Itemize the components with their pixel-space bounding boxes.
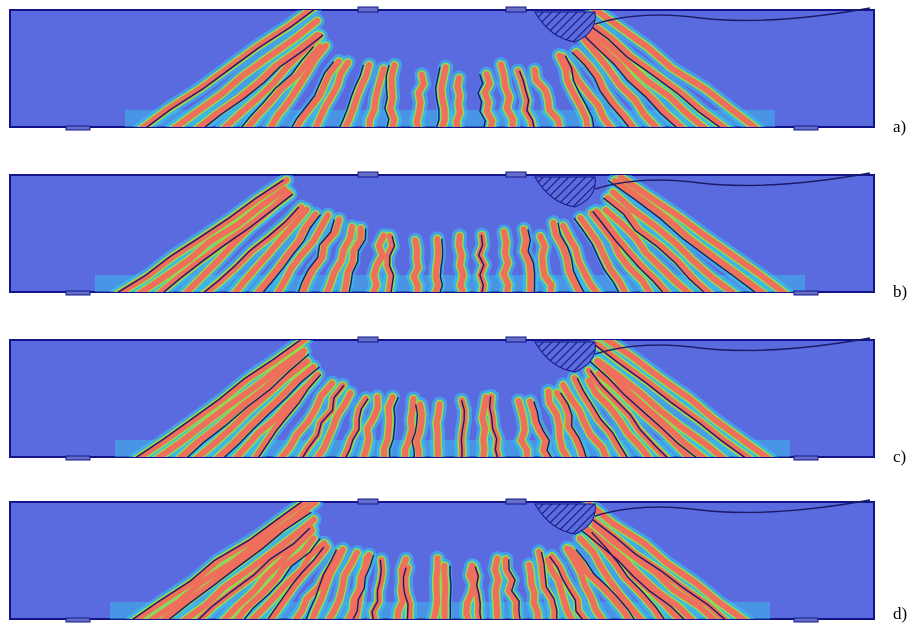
crack-core — [495, 559, 498, 622]
load-plate — [358, 337, 378, 342]
crack-core — [441, 67, 445, 130]
load-plate — [506, 172, 526, 177]
crack-core — [482, 397, 486, 460]
beam-panel — [10, 6, 874, 130]
panel-label: c) — [893, 447, 906, 466]
load-plate — [506, 499, 526, 504]
support-plate — [66, 291, 90, 295]
beam-panel — [10, 172, 874, 295]
support-plate — [794, 618, 818, 622]
support-plate — [66, 618, 90, 622]
load-plate — [506, 337, 526, 342]
support-plate — [794, 456, 818, 460]
panel-label: d) — [893, 604, 907, 623]
support-plate — [794, 126, 818, 130]
support-plate — [66, 126, 90, 130]
load-plate — [358, 7, 378, 12]
beam-panel — [10, 499, 874, 622]
support-plate — [66, 456, 90, 460]
crack-core — [444, 566, 445, 622]
crack-core — [457, 78, 460, 130]
support-plate — [794, 291, 818, 295]
crack-core — [437, 404, 440, 460]
beam-panel — [10, 337, 874, 460]
load-plate — [358, 499, 378, 504]
panel-label: b) — [893, 282, 907, 301]
figure: a) b) c) d) — [0, 0, 924, 630]
panel-label: a) — [893, 117, 906, 136]
crack-core — [435, 239, 438, 295]
load-plate — [358, 172, 378, 177]
load-plate — [506, 7, 526, 12]
